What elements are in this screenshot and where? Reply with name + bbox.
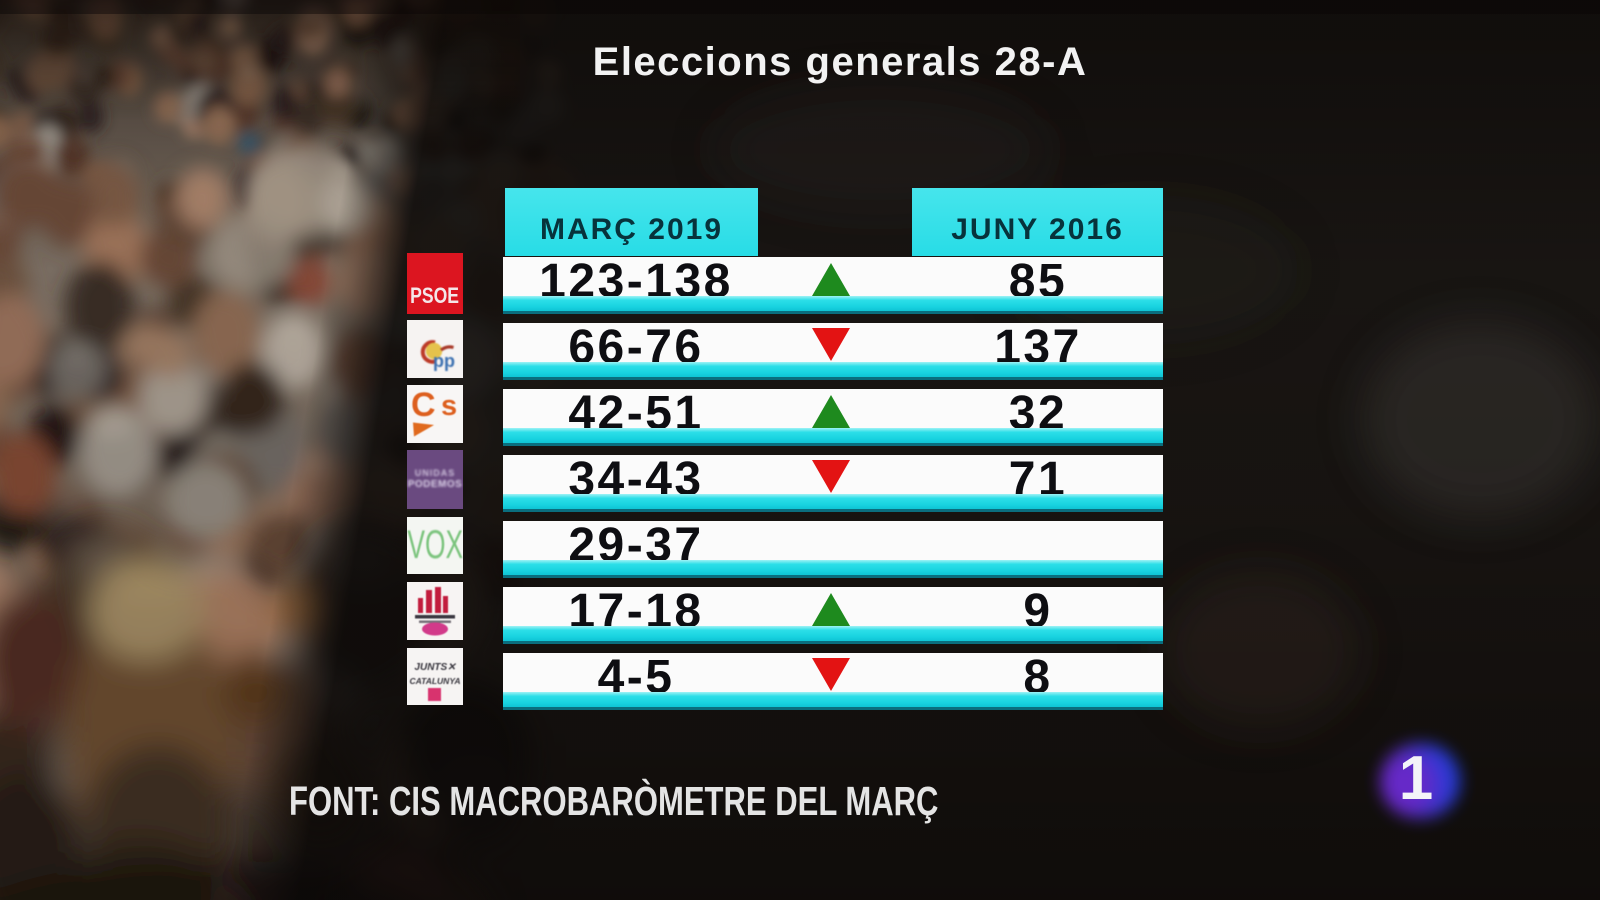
svg-text:C: C bbox=[411, 386, 436, 424]
svg-text:s: s bbox=[441, 390, 457, 422]
svg-text:CATALUNYA: CATALUNYA bbox=[410, 676, 461, 686]
svg-text:pp: pp bbox=[433, 351, 455, 371]
svg-text:JUNTS✕: JUNTS✕ bbox=[414, 662, 456, 673]
